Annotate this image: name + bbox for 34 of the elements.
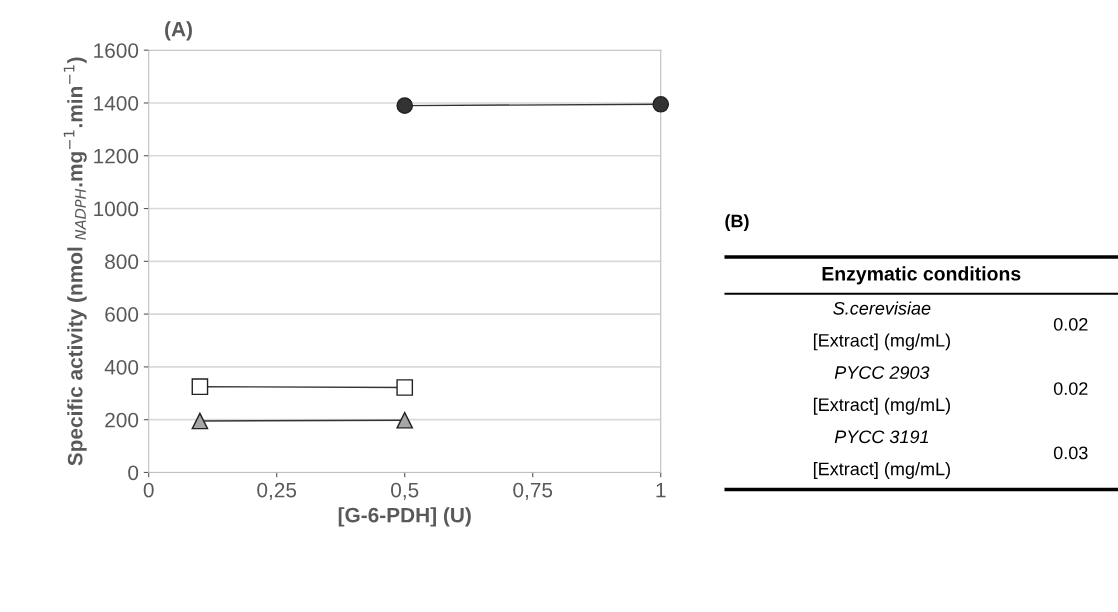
text: 0.03: [1053, 446, 1088, 460]
y-tick-label: 1200: [94, 148, 139, 164]
y-tick-label: 0: [128, 465, 139, 481]
y-tick-label: 200: [105, 412, 139, 428]
text: [Extract] (mg/mL): [813, 462, 950, 479]
x-tick-label: 0: [143, 482, 154, 498]
y-tick-label: 1600: [94, 43, 139, 58]
y-tick-label: 600: [105, 307, 139, 322]
y-tick-label: 1400: [94, 95, 139, 111]
point: [396, 379, 414, 396]
point: [396, 97, 414, 114]
y-tick-label: 400: [104, 359, 139, 375]
text: 0.02: [1053, 382, 1088, 395]
y-axis-title: Specific activity (nmol $_{NADPH}$.mg$^{−1}$.min$^{−1}$): [63, 57, 87, 466]
text: [Extract] (mg/mL): [813, 333, 950, 351]
point: [396, 411, 414, 429]
text: [Extract] (mg/mL): [813, 397, 950, 415]
point: [652, 95, 670, 113]
text: PYCC 2903: [834, 366, 930, 379]
chart-title: (A): [165, 21, 192, 41]
x-tick-label: 0,5: [391, 482, 419, 500]
text: S.cerevisiae: [833, 301, 931, 315]
text: 0.02: [1053, 317, 1088, 331]
text: PYCC 3191: [834, 430, 929, 444]
x-axis-title: [G-6-PDH] (U): [338, 507, 471, 527]
x-tick-label: 0,75: [513, 482, 553, 500]
y-tick-label: 1000: [94, 201, 139, 217]
text: (B): [725, 214, 749, 232]
x-tick-label: 1: [656, 482, 666, 498]
text: Enzymatic conditions: [822, 266, 1021, 285]
point: [191, 412, 209, 430]
y-tick-label: 800: [105, 254, 139, 270]
x-tick-label: 0,25: [257, 482, 297, 500]
point: [191, 378, 209, 396]
